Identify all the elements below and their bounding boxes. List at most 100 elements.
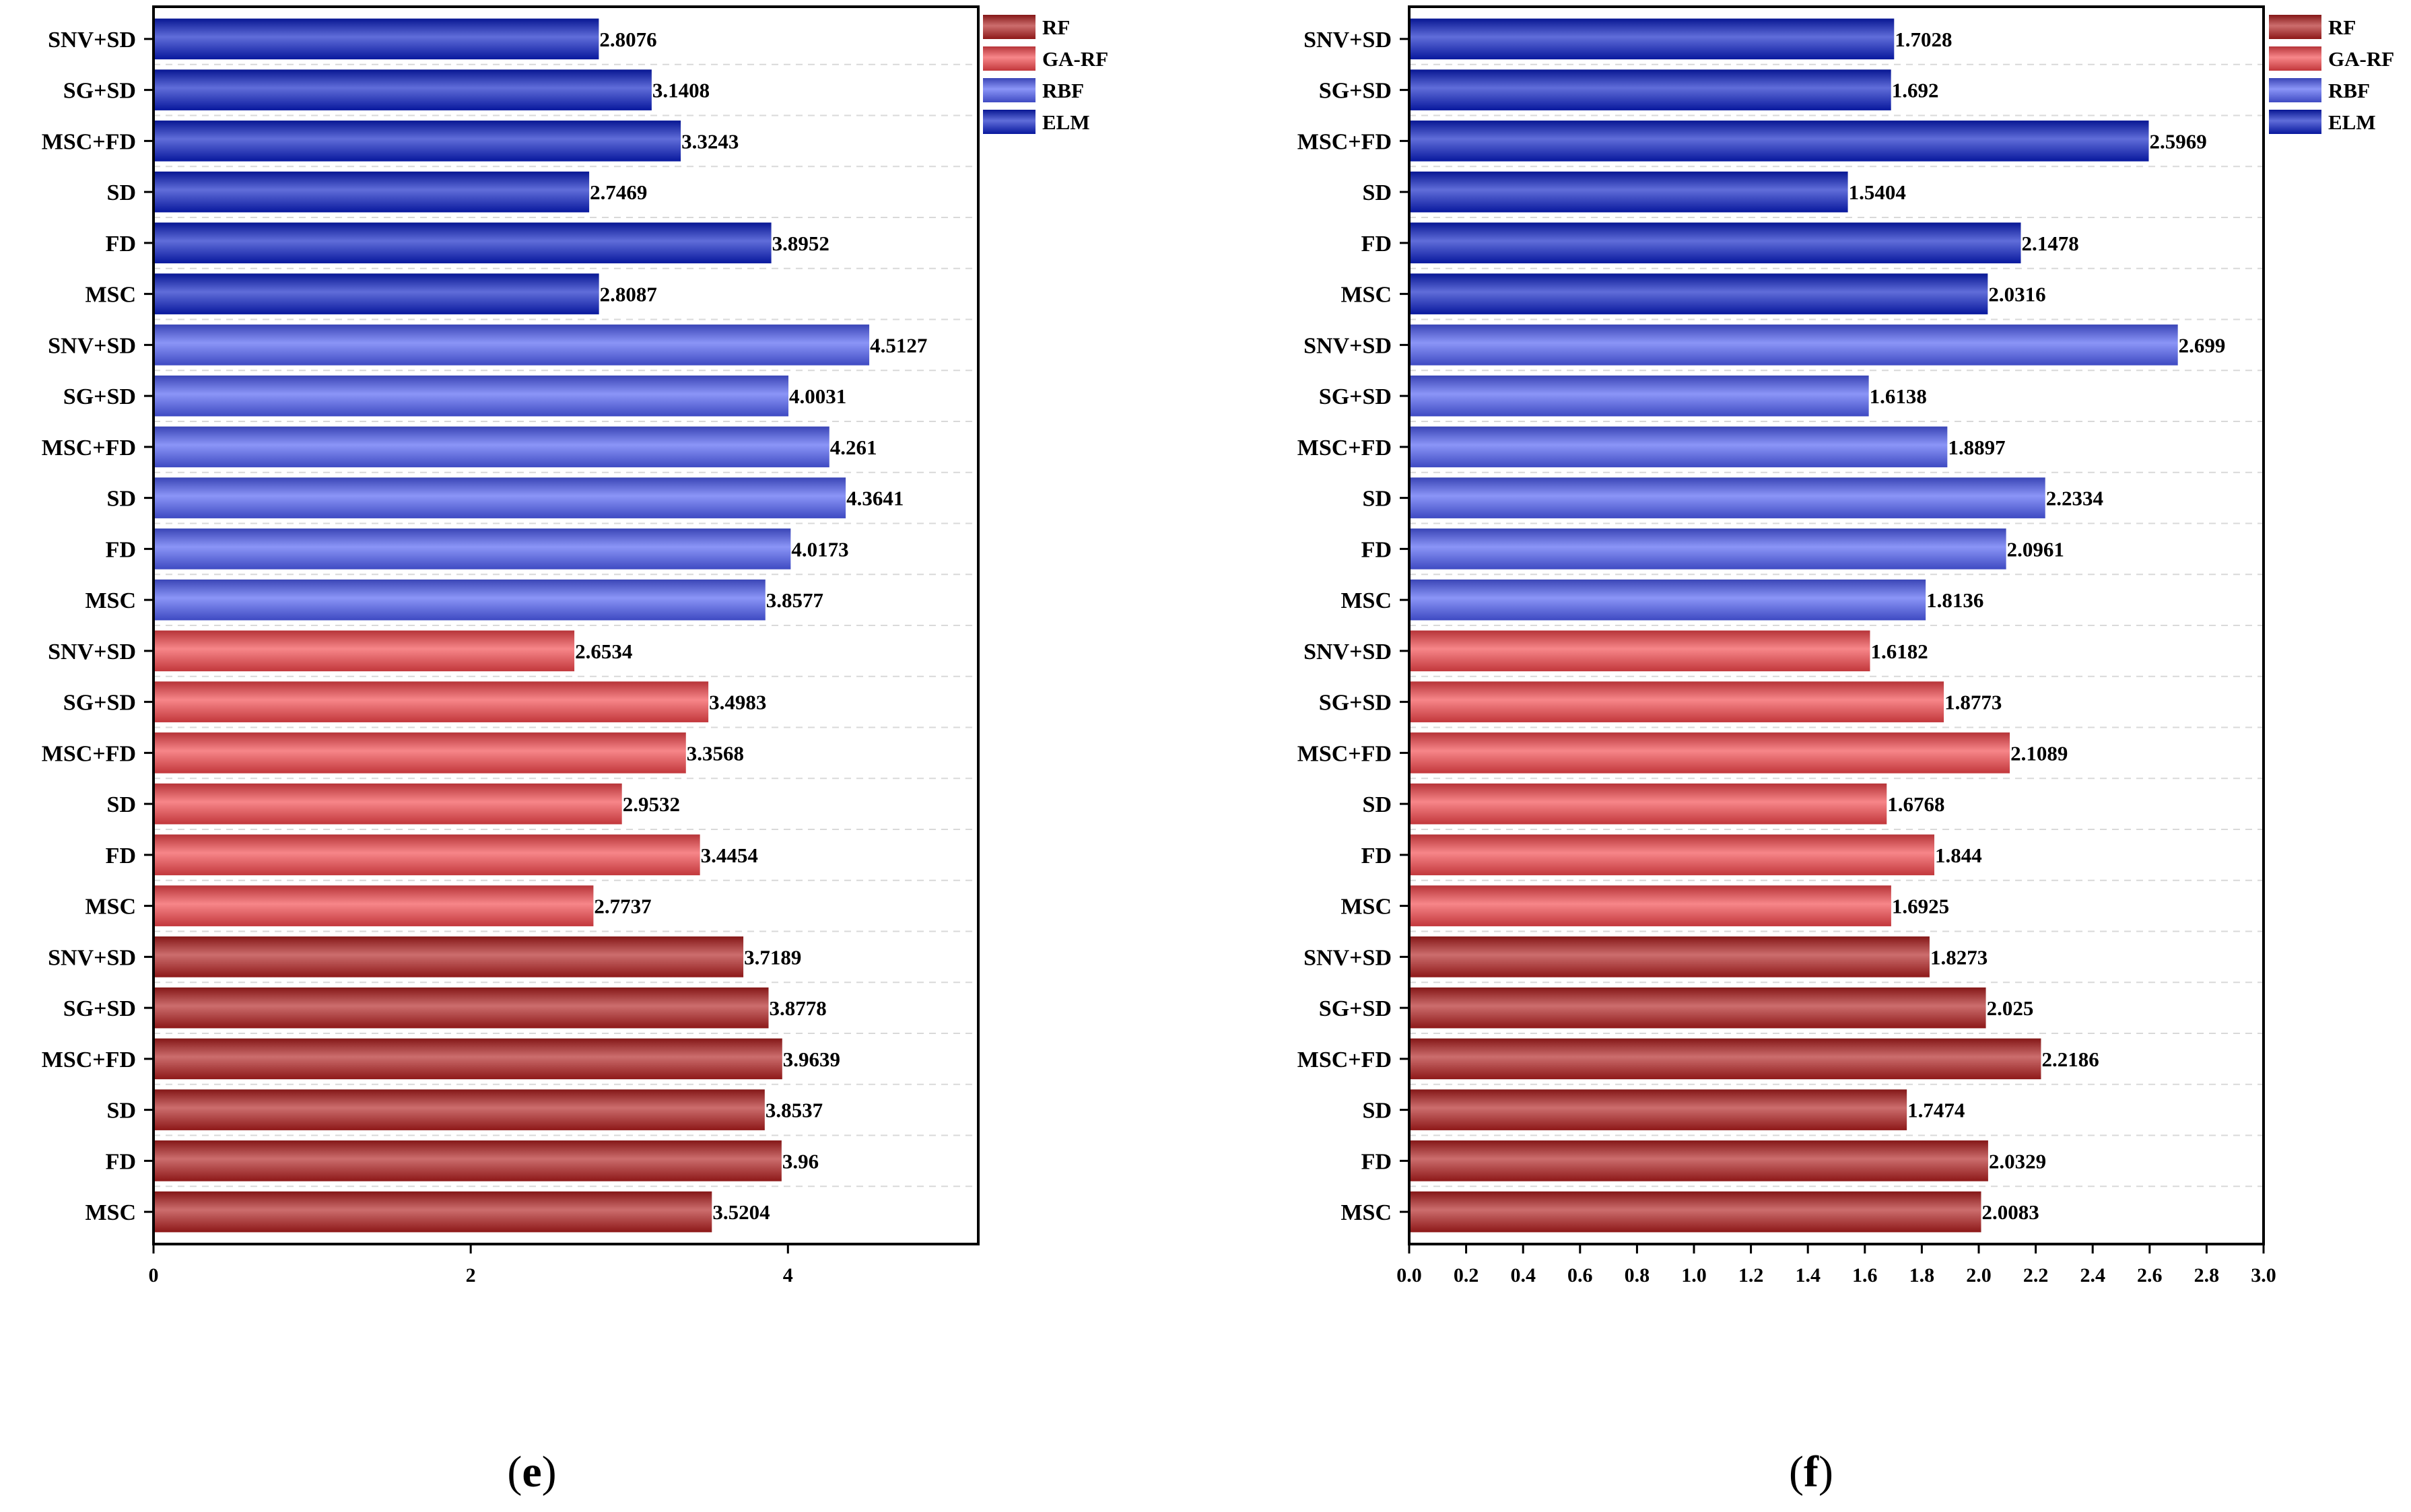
bar-rbf-sg-plus-sd	[154, 375, 789, 417]
bar-rbf-msc-plus-fd	[154, 426, 829, 468]
category-label: MSC	[1340, 895, 1392, 920]
x-tick-label: 2.2	[2023, 1264, 2049, 1286]
bar-ga-rf-sd	[154, 783, 622, 825]
bar-rf-fd	[154, 1140, 782, 1181]
category-label: FD	[1361, 232, 1392, 256]
x-tick-label: 4	[783, 1264, 793, 1286]
bar-elm-msc-plus-fd	[1409, 121, 2149, 162]
category-label: SNV+SD	[48, 333, 136, 358]
category-label: SG+SD	[1319, 384, 1392, 409]
bar-rf-snv-plus-sd	[1409, 936, 1930, 977]
x-tick-label: 1.0	[1681, 1264, 1707, 1286]
category-label: FD	[106, 1149, 136, 1174]
x-tick-label: 2.4	[2080, 1264, 2105, 1286]
bar-elm-sd	[1409, 171, 1848, 213]
x-tick-label: 0	[149, 1264, 159, 1286]
category-label: SD	[1363, 792, 1392, 817]
bar-ga-rf-msc-plus-fd	[1409, 732, 2010, 774]
x-tick-label: 1.6	[1852, 1264, 1878, 1286]
x-tick-label: 3.0	[2251, 1264, 2276, 1286]
value-label: 1.8136	[1926, 588, 1983, 612]
category-label: FD	[1361, 844, 1392, 868]
category-label: FD	[106, 232, 136, 256]
category-label: MSC+FD	[1297, 436, 1392, 460]
category-label: FD	[1361, 537, 1392, 562]
value-label: 2.0329	[1989, 1149, 2046, 1173]
bar-ga-rf-msc	[154, 885, 594, 926]
x-tick-label: 1.8	[1909, 1264, 1935, 1286]
plot-frame	[1408, 5, 2265, 1245]
value-label: 3.4983	[709, 691, 766, 714]
category-label: SD	[107, 487, 136, 512]
category-label: FD	[106, 844, 136, 868]
x-tick-label: 0.0	[1396, 1264, 1422, 1286]
value-label: 2.9532	[623, 792, 680, 816]
value-label: 1.7474	[1907, 1099, 1965, 1122]
legend-swatch-rf	[2269, 15, 2321, 39]
value-label: 1.692	[1892, 79, 1939, 102]
category-label: MSC+FD	[42, 129, 136, 154]
value-label: 2.8087	[600, 283, 657, 306]
bar-rf-snv-plus-sd	[154, 936, 744, 977]
bar-rbf-msc	[1409, 579, 1926, 621]
legend-label-rbf: RBF	[1042, 79, 1084, 102]
value-label: 2.699	[2179, 333, 2226, 357]
category-label: MSC	[85, 588, 136, 613]
category-label: MSC+FD	[1297, 1047, 1392, 1072]
value-label: 4.261	[830, 436, 877, 459]
x-tick-label: 2	[466, 1264, 476, 1286]
bar-rbf-sd	[154, 477, 846, 518]
value-label: 3.3568	[687, 741, 744, 765]
panel-label: (e)	[507, 1447, 556, 1497]
value-label: 1.844	[1935, 844, 1982, 867]
category-label: MSC	[1340, 1200, 1392, 1225]
category-label: MSC	[85, 1200, 136, 1225]
category-label: MSC+FD	[42, 436, 136, 460]
x-tick-label: 0.2	[1454, 1264, 1479, 1286]
bar-elm-msc-plus-fd	[154, 121, 681, 162]
value-label: 2.025	[1987, 996, 2034, 1020]
category-label: MSC	[1340, 588, 1392, 613]
category-label: SNV+SD	[1303, 28, 1392, 53]
category-label: SD	[107, 1099, 136, 1124]
bar-rbf-msc	[154, 579, 766, 621]
bar-elm-sg-plus-sd	[1409, 69, 1891, 110]
value-label: 3.8952	[772, 232, 829, 255]
bar-rf-msc-plus-fd	[154, 1038, 782, 1080]
value-label: 2.2334	[2046, 487, 2103, 510]
category-label: SNV+SD	[1303, 945, 1392, 970]
category-label: SNV+SD	[48, 640, 136, 664]
bar-ga-rf-snv-plus-sd	[154, 630, 575, 672]
bar-rf-sd	[1409, 1089, 1907, 1130]
legend-label-rf: RF	[2328, 15, 2356, 39]
legend-swatch-ga-rf	[2269, 46, 2321, 71]
legend: RF GA-RF RBF ELM	[983, 15, 1108, 134]
category-label: SG+SD	[1319, 691, 1392, 716]
bar-ga-rf-snv-plus-sd	[1409, 630, 1870, 672]
bar-rf-msc	[154, 1191, 712, 1233]
legend-swatch-rf	[983, 15, 1035, 39]
bar-rf-msc	[1409, 1191, 1981, 1233]
bar-ga-rf-msc-plus-fd	[154, 732, 686, 774]
value-label: 2.1089	[2010, 741, 2068, 765]
bar-elm-sg-plus-sd	[154, 69, 652, 110]
value-label: 1.8273	[1930, 945, 1988, 969]
bar-rf-msc-plus-fd	[1409, 1038, 2041, 1080]
value-label: 3.8537	[766, 1099, 823, 1122]
bar-elm-fd	[154, 222, 772, 264]
bar-ga-rf-msc	[1409, 885, 1891, 926]
bar-rbf-sd	[1409, 477, 2045, 518]
value-label: 1.6925	[1892, 895, 1949, 918]
category-label: SG+SD	[63, 79, 136, 104]
x-tick-label: 2.0	[1966, 1264, 1992, 1286]
x-tick-label: 2.8	[2194, 1264, 2220, 1286]
value-label: 2.0316	[1988, 283, 2045, 306]
x-tick-label: 0.6	[1567, 1264, 1593, 1286]
value-label: 3.5204	[712, 1200, 770, 1224]
category-label: MSC	[85, 895, 136, 920]
category-label: MSC	[1340, 283, 1392, 308]
category-label: FD	[106, 537, 136, 562]
category-label: MSC+FD	[1297, 129, 1392, 154]
legend-label-rbf: RBF	[2328, 79, 2370, 102]
value-label: 1.6768	[1887, 792, 1944, 816]
